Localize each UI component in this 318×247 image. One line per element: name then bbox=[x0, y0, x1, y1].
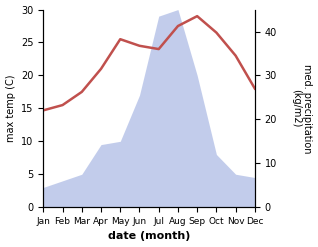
Y-axis label: max temp (C): max temp (C) bbox=[5, 75, 16, 142]
X-axis label: date (month): date (month) bbox=[108, 231, 190, 242]
Y-axis label: med. precipitation
(kg/m2): med. precipitation (kg/m2) bbox=[291, 64, 313, 153]
